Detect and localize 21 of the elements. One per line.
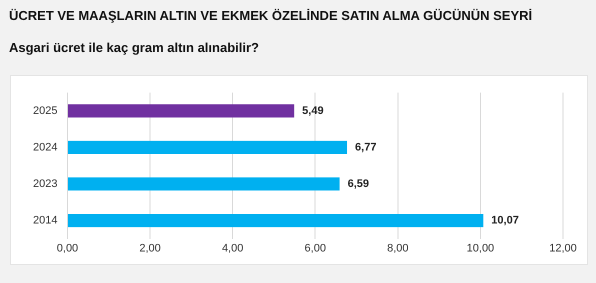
x-tick-label: 4,00 [222,242,244,254]
y-tick-label: 2014 [32,214,58,227]
data-label: 6,59 [348,178,370,190]
chart-title: ÜCRET VE MAAŞLARIN ALTIN VE EKMEK ÖZELİNDE SATIN ALMA GÜCÜNÜN SEYRİ [9,8,532,23]
x-tick-label: 8,00 [387,242,409,254]
bar [68,140,348,154]
bar [68,177,340,191]
x-tick-label: 12,00 [549,242,577,254]
chart-subtitle: Asgari ücret ile kaç gram altın alınabilir? [9,40,259,55]
y-tick-label: 2023 [32,178,58,190]
bar [68,214,484,228]
x-tick-label: 6,00 [304,242,326,254]
x-tick-label: 2,00 [139,242,161,254]
y-tick-label: 2025 [32,104,58,117]
bar [68,104,294,118]
x-tick-label: 10,00 [466,242,494,254]
data-label: 6,77 [355,141,376,154]
data-label: 5,49 [302,104,324,117]
data-label: 10,07 [491,214,519,227]
y-tick-label: 2024 [32,141,58,154]
x-tick-label: 0,00 [56,242,78,254]
